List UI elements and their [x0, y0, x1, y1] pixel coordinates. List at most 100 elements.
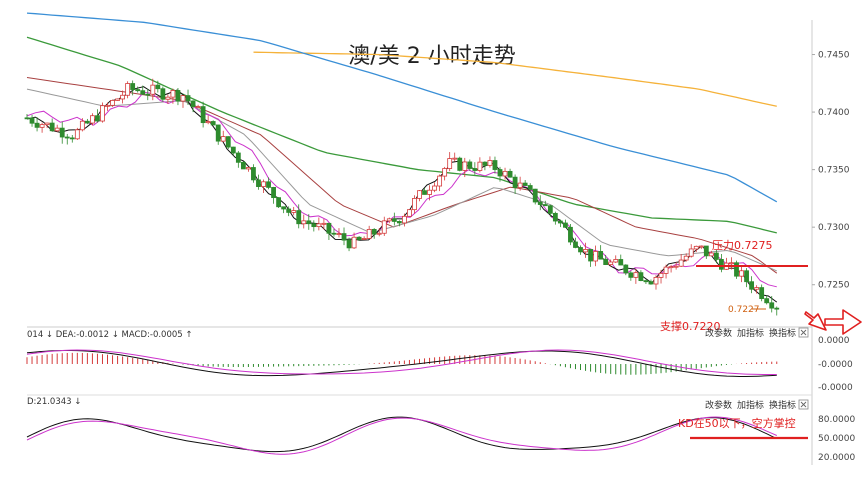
candle	[457, 156, 463, 172]
candle	[673, 261, 679, 270]
candle	[240, 161, 246, 170]
kd-change-params-button[interactable]: 改参数	[705, 399, 732, 411]
kd-panel: D:21.0343 ↓ 改参数 加指标 换指标 80.0000 50.0000 …	[26, 397, 855, 463]
low-price-marker: 0.7227	[728, 305, 760, 315]
candle	[588, 249, 593, 267]
candle	[225, 136, 231, 150]
candle	[663, 264, 669, 279]
candle	[59, 121, 65, 144]
candle	[361, 236, 367, 240]
down-right-arrow-icon	[804, 311, 827, 331]
candle	[180, 94, 186, 108]
candle	[754, 285, 760, 294]
candle	[331, 228, 337, 237]
candle	[110, 99, 115, 107]
candle	[386, 217, 392, 224]
macd-switch-indicator-button[interactable]: 换指标	[769, 327, 796, 339]
candle	[175, 87, 181, 106]
macd-panel: 014 ↓ DEA:-0.0012 ↓ MACD:-0.0005 ↑ 改参数 加…	[26, 327, 853, 396]
resistance-label: 压力0.7275	[712, 239, 773, 252]
candle	[95, 109, 100, 123]
macd-line	[26, 349, 777, 375]
candle	[150, 78, 156, 101]
candle	[552, 211, 558, 225]
candle	[281, 206, 287, 214]
candle	[130, 80, 136, 96]
macd-change-params-button[interactable]: 改参数	[705, 327, 732, 339]
candle	[739, 265, 744, 283]
moving-average-line	[26, 36, 777, 234]
macd-readout: 014 ↓ DEA:-0.0012 ↓ MACD:-0.0005 ↑	[27, 330, 193, 340]
candle	[668, 264, 674, 273]
price-tick-label: 0.7300	[818, 223, 850, 233]
price-tick-label: 0.7400	[818, 108, 850, 118]
kd-switch-indicator-button[interactable]: 换指标	[769, 399, 796, 411]
candle	[371, 228, 377, 239]
candle	[482, 161, 488, 171]
kd-add-indicator-button[interactable]: 加指标	[737, 399, 764, 411]
candle	[719, 253, 724, 273]
kd-tick-80: 80.0000	[818, 415, 855, 425]
price-tick-label: 0.7250	[818, 281, 850, 291]
moving-average-line	[26, 77, 778, 274]
candle	[749, 276, 755, 294]
candle	[734, 260, 739, 279]
kd-readout: D:21.0343 ↓	[27, 397, 81, 407]
candle	[64, 133, 70, 145]
candle	[251, 164, 256, 183]
candle	[210, 120, 216, 126]
candle	[200, 101, 206, 128]
candle	[764, 295, 770, 305]
candle	[90, 113, 95, 126]
candle	[135, 86, 141, 93]
candle	[774, 306, 780, 316]
candle	[120, 90, 126, 104]
candle	[698, 245, 704, 250]
macd-tick-3: -0.0000	[818, 383, 853, 393]
candle	[472, 162, 478, 175]
candle	[155, 80, 161, 93]
candle	[326, 222, 332, 240]
candle	[713, 249, 719, 264]
candle	[215, 124, 221, 145]
candle	[44, 122, 50, 129]
candle	[623, 264, 629, 276]
candle	[759, 284, 765, 302]
candle	[512, 174, 518, 194]
candle	[532, 188, 538, 205]
candle	[306, 214, 312, 230]
candle	[185, 89, 191, 106]
candle	[366, 225, 372, 239]
candle	[190, 100, 196, 113]
candle	[573, 237, 578, 249]
candle	[34, 117, 40, 132]
candle	[391, 212, 397, 226]
candle	[276, 197, 281, 209]
candle	[29, 114, 35, 127]
moving-average-line	[253, 51, 777, 107]
candle	[593, 245, 599, 267]
candle	[442, 166, 448, 181]
macd-add-indicator-button[interactable]: 加指标	[737, 327, 764, 339]
candle	[568, 223, 573, 246]
candle	[412, 195, 417, 214]
candle	[341, 227, 347, 246]
candle	[542, 200, 548, 207]
candle	[381, 216, 387, 236]
candle	[643, 279, 649, 284]
candle	[145, 88, 151, 101]
candle	[286, 206, 292, 217]
candle	[477, 157, 483, 173]
candle	[613, 255, 619, 264]
candle	[487, 156, 493, 168]
candle	[633, 268, 639, 284]
price-tick-label: 0.7350	[818, 166, 850, 176]
candle	[578, 245, 583, 255]
candle	[729, 257, 734, 270]
macd-tick-1: 0.0000	[818, 336, 850, 346]
candle	[396, 220, 402, 227]
candle	[653, 275, 659, 290]
candle	[246, 166, 251, 172]
kd-tick-20: 20.0000	[818, 453, 855, 463]
